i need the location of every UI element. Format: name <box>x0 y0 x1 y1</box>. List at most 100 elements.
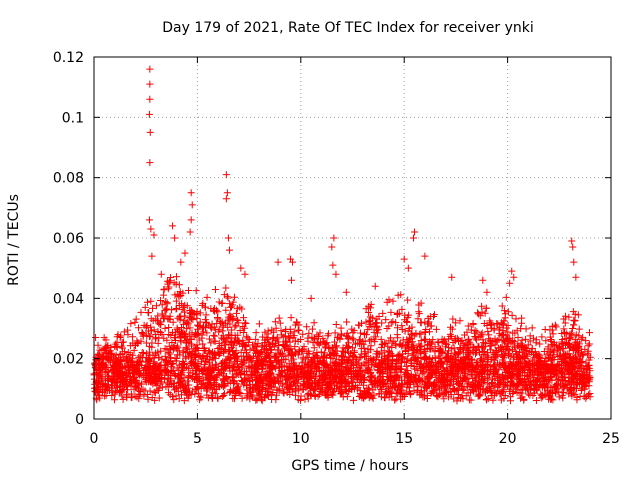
data-point <box>501 310 509 318</box>
data-point <box>426 355 434 363</box>
data-point <box>389 352 397 360</box>
data-point <box>167 273 175 281</box>
data-point <box>297 392 305 400</box>
data-point <box>457 345 465 353</box>
data-point <box>422 328 430 336</box>
data-point <box>186 310 194 318</box>
data-point <box>557 369 565 377</box>
data-point <box>465 353 473 361</box>
data-point <box>104 384 112 392</box>
data-point <box>540 381 548 389</box>
data-point <box>165 315 173 323</box>
data-point <box>511 338 519 346</box>
data-point <box>470 366 478 374</box>
data-point <box>550 356 558 364</box>
data-point <box>405 325 413 333</box>
data-point <box>130 346 138 354</box>
data-point <box>164 349 172 357</box>
data-point <box>487 341 495 349</box>
data-point <box>370 379 378 387</box>
data-point <box>551 321 559 329</box>
data-point <box>452 359 460 367</box>
data-point <box>230 293 238 301</box>
data-point <box>92 334 100 342</box>
data-point <box>431 346 439 354</box>
data-point <box>98 373 106 381</box>
data-point <box>554 361 562 369</box>
data-point <box>324 330 332 338</box>
data-point <box>188 351 196 359</box>
data-point <box>271 377 279 385</box>
data-point <box>460 360 468 368</box>
data-point <box>284 383 292 391</box>
data-point <box>404 350 412 358</box>
data-point <box>337 324 345 332</box>
data-point <box>568 329 576 337</box>
data-point <box>260 346 268 354</box>
data-point <box>180 397 188 405</box>
data-point <box>246 389 254 397</box>
data-point <box>160 364 168 372</box>
y-axis-label: ROTI / TECUs <box>6 194 22 286</box>
data-point <box>140 392 148 400</box>
data-point <box>225 331 233 339</box>
data-point <box>146 65 154 73</box>
data-point <box>435 344 443 352</box>
data-point <box>229 363 237 371</box>
data-point <box>199 352 207 360</box>
data-point <box>237 264 245 272</box>
data-point <box>174 371 182 379</box>
data-point <box>573 358 581 366</box>
data-point <box>307 294 315 302</box>
data-point <box>93 356 101 364</box>
data-point <box>171 234 179 242</box>
data-point <box>167 354 175 362</box>
data-point <box>420 369 428 377</box>
data-point <box>410 234 418 242</box>
data-point <box>195 373 203 381</box>
data-point <box>379 309 387 317</box>
data-point <box>360 376 368 384</box>
data-point <box>484 380 492 388</box>
data-point <box>413 383 421 391</box>
data-point <box>266 382 274 390</box>
data-point <box>498 387 506 395</box>
data-point <box>175 366 183 374</box>
data-point <box>321 386 329 394</box>
data-point <box>413 378 421 386</box>
data-point <box>189 367 197 375</box>
data-point <box>96 366 104 374</box>
data-point <box>448 332 456 340</box>
data-point <box>219 348 227 356</box>
data-point <box>475 392 483 400</box>
data-point <box>290 332 298 340</box>
data-point <box>508 311 516 319</box>
data-point <box>539 393 547 401</box>
data-point <box>214 308 222 316</box>
data-point <box>490 326 498 334</box>
data-point <box>234 363 242 371</box>
data-point <box>247 371 255 379</box>
data-point <box>322 344 330 352</box>
data-point <box>209 348 217 356</box>
data-point <box>571 346 579 354</box>
data-point <box>552 382 560 390</box>
data-point <box>342 288 350 296</box>
data-point <box>431 311 439 319</box>
data-point <box>100 334 108 342</box>
data-point <box>218 318 226 326</box>
data-point <box>570 258 578 266</box>
data-point <box>406 378 414 386</box>
data-point <box>542 373 550 381</box>
data-point <box>505 350 513 358</box>
data-point <box>532 336 540 344</box>
data-point <box>274 258 282 266</box>
data-point <box>381 388 389 396</box>
data-point <box>187 189 195 197</box>
data-point <box>585 340 593 348</box>
data-point <box>287 276 295 284</box>
data-point <box>256 349 264 357</box>
data-point <box>535 365 543 373</box>
data-point <box>571 354 579 362</box>
data-point <box>316 385 324 393</box>
